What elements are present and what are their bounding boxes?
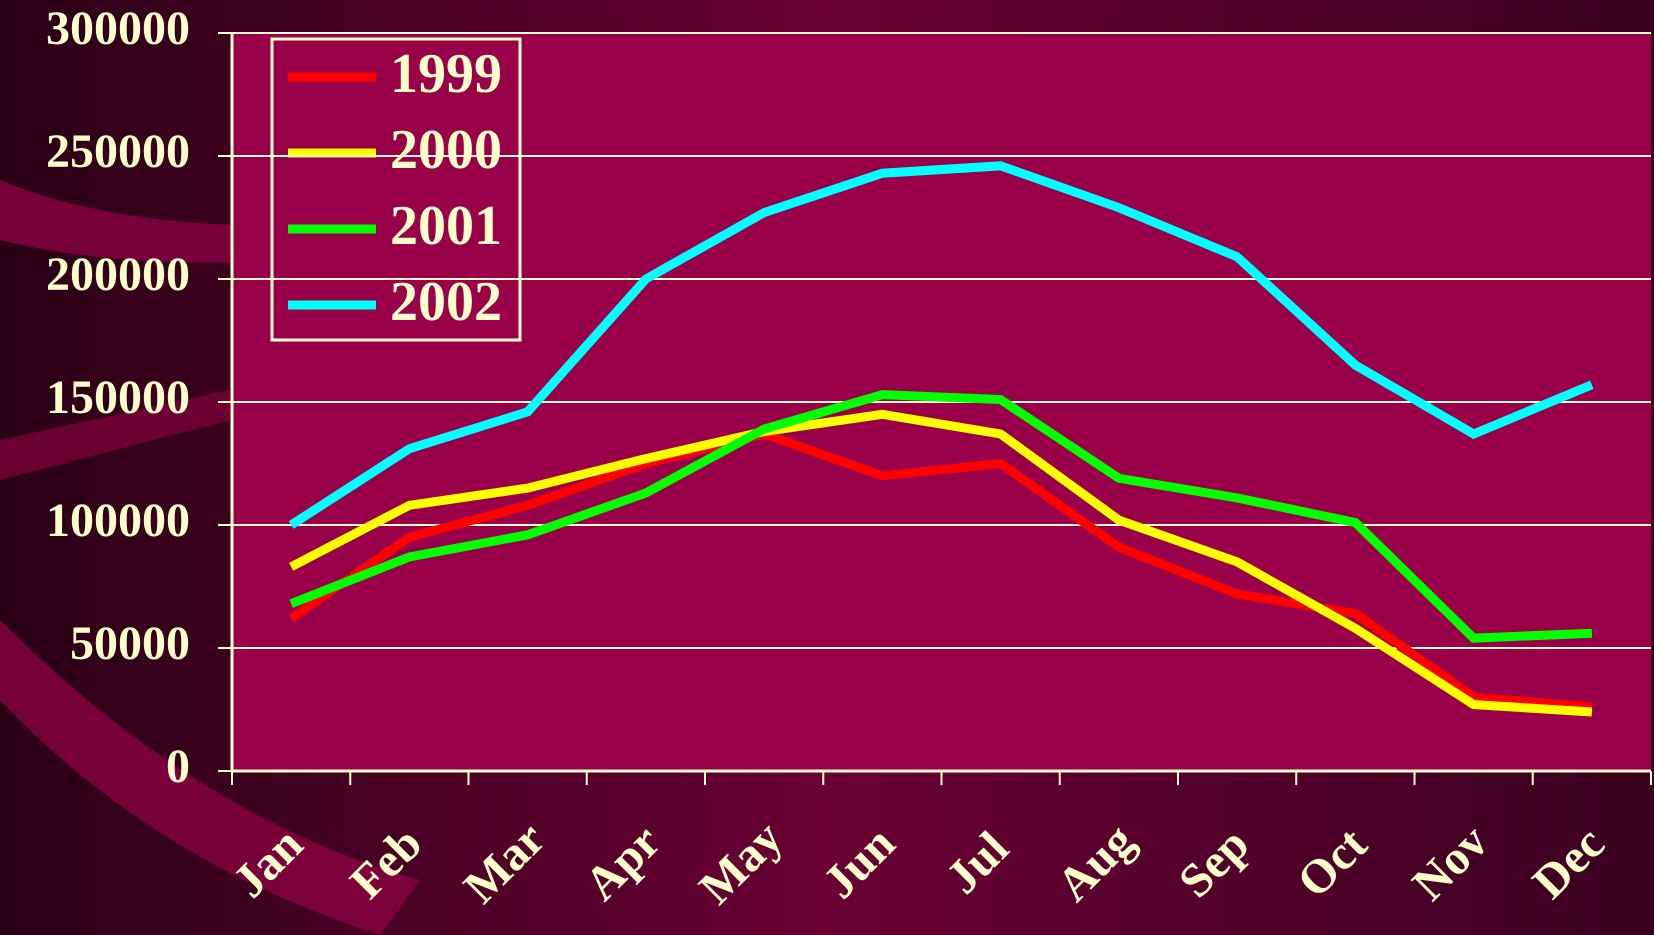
legend-label: 2002 [390, 271, 502, 333]
legend-label: 1999 [390, 43, 502, 105]
y-tick-label: 0 [166, 740, 190, 793]
chart: 1999 2000 2001 2002 0 50000 100000 150000 200000… [0, 0, 1654, 935]
y-tick-label: 250000 [46, 125, 190, 178]
legend: 1999 2000 2001 2002 [272, 39, 520, 340]
y-tick-label: 150000 [46, 371, 190, 424]
y-tick-label: 300000 [46, 2, 190, 55]
y-tick-label: 200000 [46, 248, 190, 301]
y-tick-label: 50000 [70, 617, 190, 670]
y-tick-label: 100000 [46, 494, 190, 547]
legend-label: 2000 [390, 119, 502, 181]
legend-label: 2001 [390, 195, 502, 257]
